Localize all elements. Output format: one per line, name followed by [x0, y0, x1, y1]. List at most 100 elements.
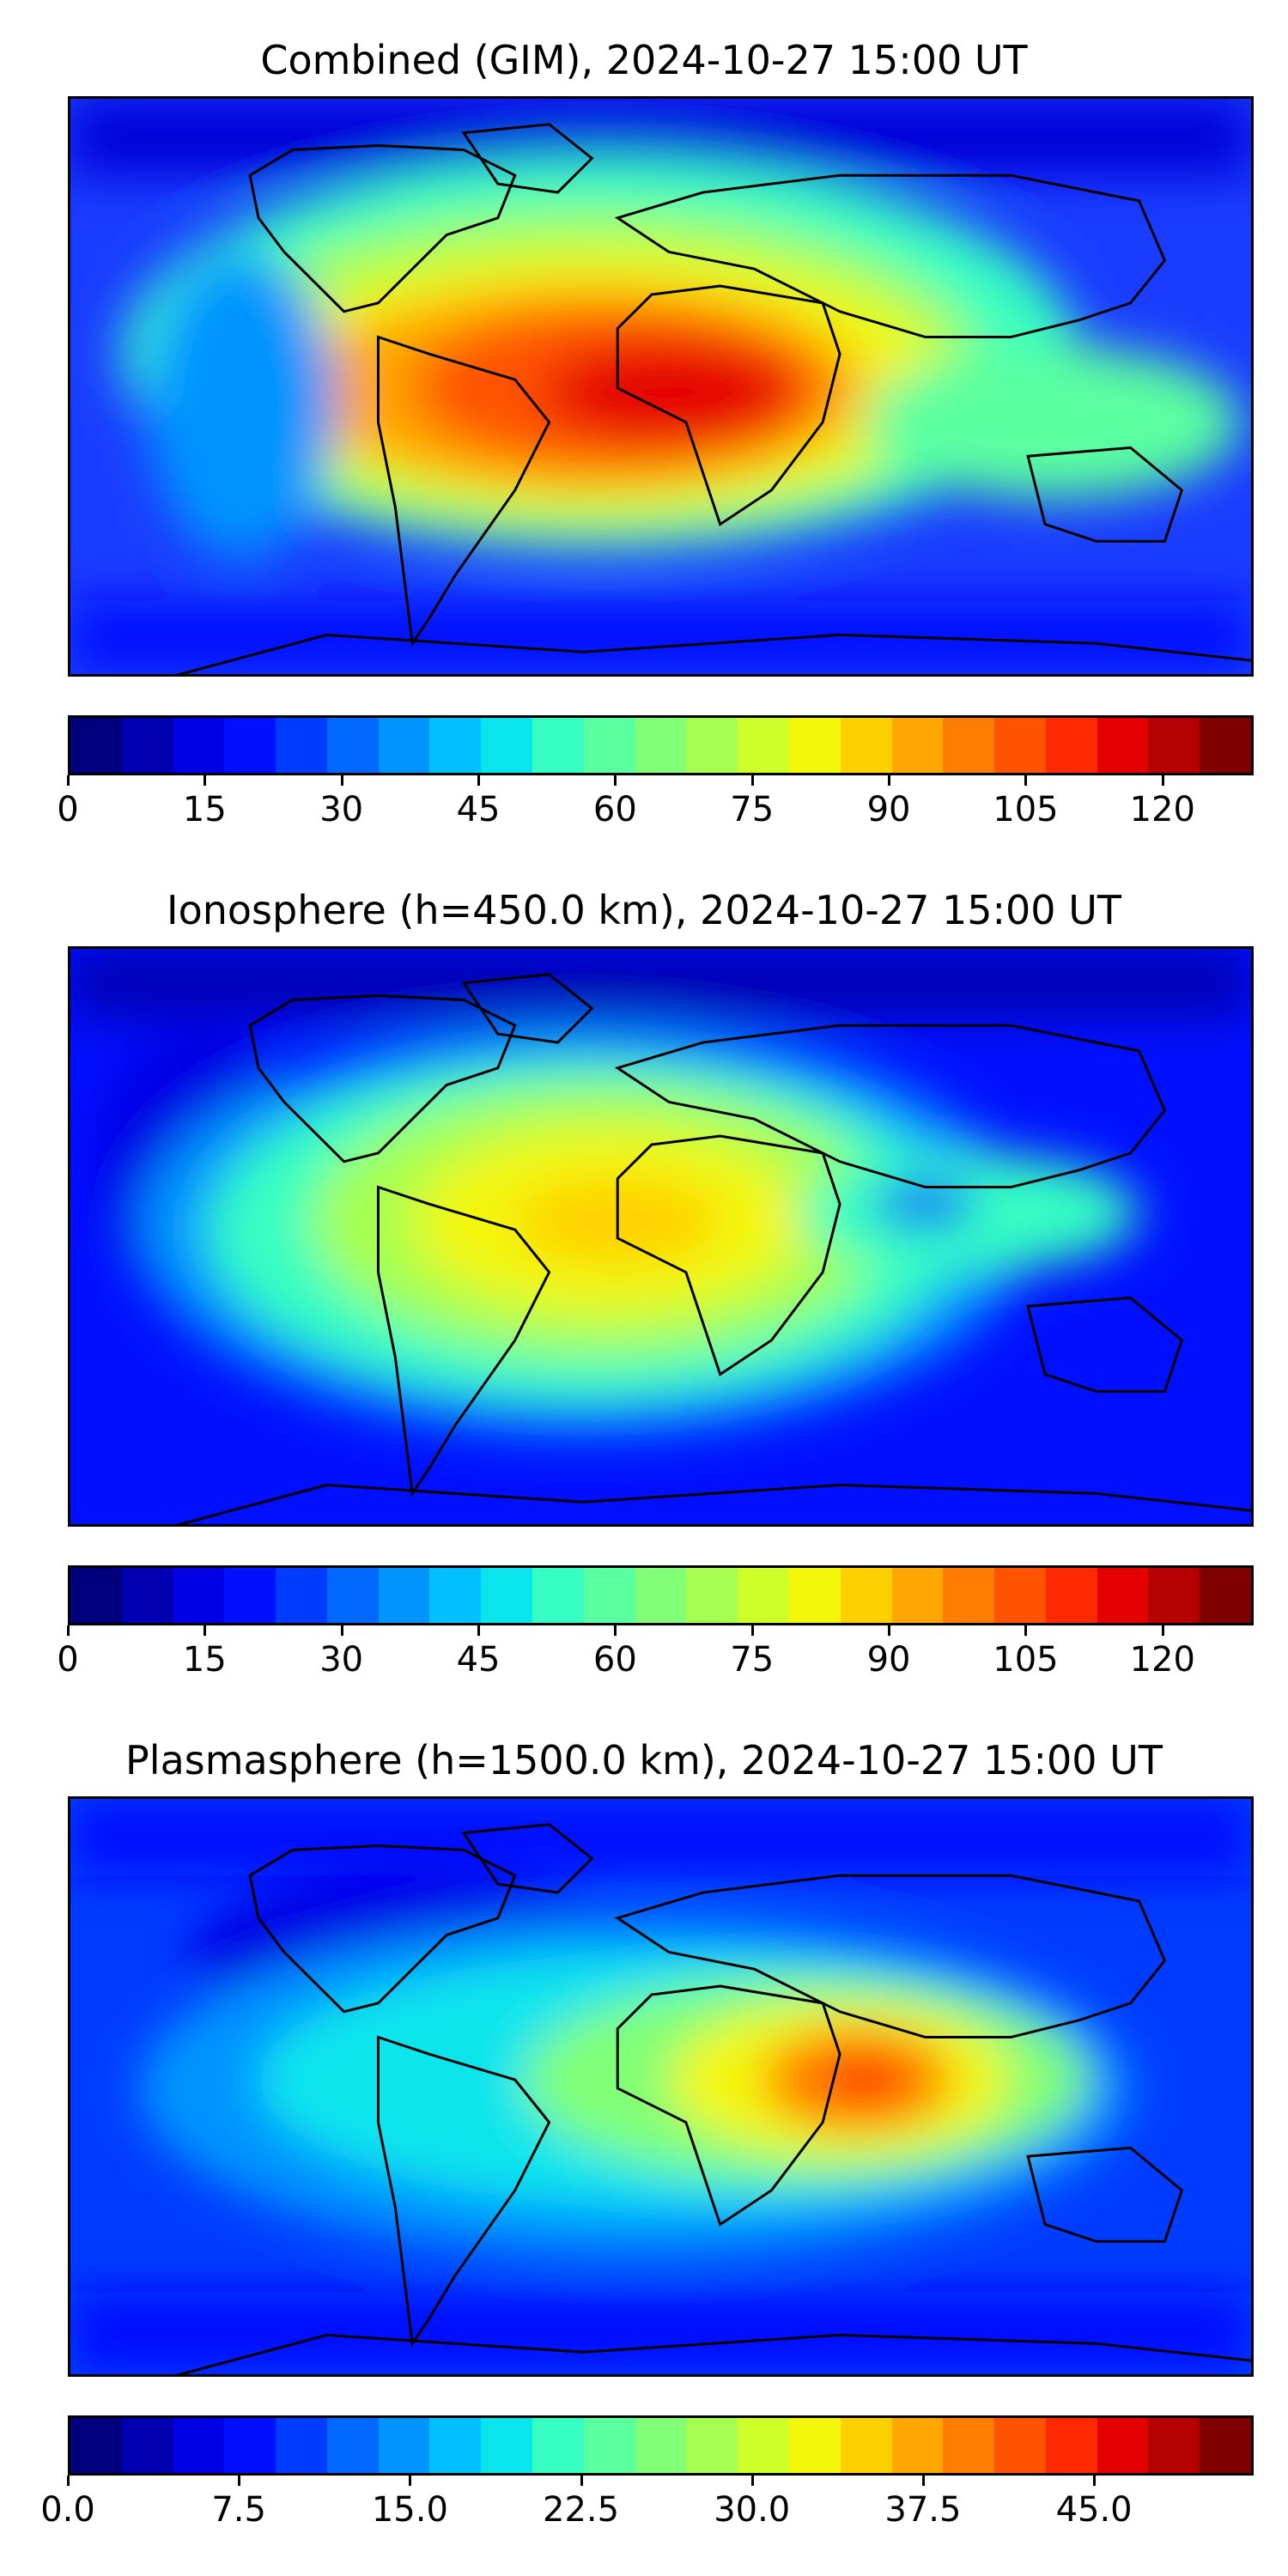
colorbar-segment — [121, 2418, 173, 2473]
colorbar-tick-label: 15 — [182, 1640, 227, 1680]
colorbar-tick-label: 0 — [57, 790, 79, 829]
colorbar-tick-mark — [204, 1625, 207, 1636]
colorbar-segment — [532, 1568, 584, 1623]
colorbar-tick-label: 60 — [592, 1640, 637, 1680]
panel-2-colorbar-ticks: 0 15 30 45 60 75 90 105 120 — [57, 1625, 1254, 1680]
colorbar-tick-label: 0 — [57, 1640, 79, 1680]
colorbar-segment — [788, 2418, 841, 2473]
colorbar-tick-mark — [340, 775, 343, 786]
panel-2-map-svg — [70, 949, 1251, 1524]
colorbar-segment — [276, 718, 327, 773]
colorbar-tick-mark — [1024, 1625, 1028, 1636]
colorbar-segment — [635, 2418, 687, 2473]
colorbar-segment — [1097, 2418, 1149, 2473]
colorbar-segment — [378, 2418, 430, 2473]
colorbar-segment — [994, 718, 1046, 773]
colorbar-tick-mark — [238, 2476, 241, 2486]
colorbar-segment — [943, 1568, 995, 1623]
colorbar-tick-label: 15 — [182, 790, 227, 829]
panel-3-colorbar — [68, 2415, 1254, 2476]
colorbar-segment — [1045, 718, 1097, 773]
colorbar-segment — [429, 718, 482, 773]
colorbar-segment — [788, 1568, 841, 1623]
colorbar-segment — [326, 2418, 379, 2473]
colorbar-tick-mark — [888, 1625, 891, 1636]
colorbar-segment — [326, 718, 379, 773]
colorbar-tick-mark — [614, 1625, 617, 1636]
colorbar-tick-label: 90 — [866, 1640, 911, 1680]
colorbar-tick-label: 120 — [1129, 1640, 1195, 1680]
colorbar-tick-mark — [477, 1625, 481, 1636]
colorbar-tick-label: 15.0 — [371, 2490, 448, 2530]
colorbar-tick-mark — [409, 2476, 412, 2486]
colorbar-segment — [788, 718, 841, 773]
colorbar-segment — [1148, 1568, 1200, 1623]
colorbar-segment — [173, 2418, 225, 2473]
colorbar-segment — [840, 718, 892, 773]
colorbar-segment — [276, 1568, 327, 1623]
colorbar-segment — [738, 2418, 789, 2473]
colorbar-tick-mark — [1024, 775, 1028, 786]
colorbar-segment — [173, 718, 225, 773]
panel-3-map-svg — [70, 1799, 1251, 2374]
colorbar-tick-mark — [580, 2476, 583, 2486]
colorbar-segment — [378, 718, 430, 773]
colorbar-tick-mark — [614, 775, 617, 786]
colorbar-tick-label: 75 — [730, 790, 775, 829]
colorbar-segment — [1200, 1568, 1251, 1623]
colorbar-segment — [1097, 718, 1149, 773]
colorbar-segment — [1045, 1568, 1097, 1623]
panel-1-colorbar — [68, 715, 1254, 775]
colorbar-segment — [635, 718, 687, 773]
colorbar-segment — [429, 1568, 482, 1623]
colorbar-segment — [1148, 718, 1200, 773]
colorbar-tick-mark — [750, 2476, 754, 2486]
colorbar-tick-mark — [888, 775, 891, 786]
colorbar-tick-label: 60 — [592, 790, 637, 829]
colorbar-tick-mark — [750, 775, 754, 786]
colorbar-tick-mark — [750, 1625, 754, 1636]
colorbar-segment — [378, 1568, 430, 1623]
panel-1-title: Combined (GIM), 2024-10-27 15:00 UT — [260, 37, 1028, 83]
colorbar-segment — [481, 1568, 533, 1623]
panel-2-map — [68, 946, 1254, 1527]
colorbar-segment — [1045, 2418, 1097, 2473]
colorbar-tick-label: 105 — [993, 1640, 1059, 1680]
colorbar-segment — [738, 718, 789, 773]
colorbar-tick-label: 30 — [319, 790, 364, 829]
panel-2-title: Ionosphere (h=450.0 km), 2024-10-27 15:0… — [167, 887, 1121, 933]
colorbar-segment — [1200, 718, 1251, 773]
colorbar-tick-label: 0.0 — [40, 2490, 95, 2530]
colorbar-segment — [583, 718, 635, 773]
colorbar-segment — [532, 2418, 584, 2473]
colorbar-tick-label: 90 — [866, 790, 911, 829]
colorbar-segment — [840, 2418, 892, 2473]
colorbar-tick-label: 37.5 — [884, 2490, 962, 2530]
colorbar-segment — [224, 1568, 276, 1623]
colorbar-tick-mark — [921, 2476, 925, 2486]
colorbar-tick-mark — [67, 1625, 70, 1636]
colorbar-tick-label: 22.5 — [543, 2490, 620, 2530]
colorbar-segment — [943, 2418, 995, 2473]
colorbar-tick-label: 7.5 — [211, 2490, 266, 2530]
colorbar-tick-mark — [1093, 2476, 1097, 2486]
colorbar-segment — [481, 718, 533, 773]
colorbar-segment — [583, 1568, 635, 1623]
panel-1-map-svg — [70, 99, 1251, 674]
colorbar-segment — [943, 718, 995, 773]
colorbar-segment — [429, 2418, 482, 2473]
panel-1-map — [68, 96, 1254, 677]
colorbar-segment — [686, 1568, 738, 1623]
colorbar-tick-mark — [204, 775, 207, 786]
colorbar-segment — [70, 718, 122, 773]
colorbar-segment — [1097, 1568, 1149, 1623]
colorbar-segment — [686, 718, 738, 773]
colorbar-segment — [276, 2418, 327, 2473]
colorbar-tick-mark — [477, 775, 481, 786]
colorbar-segment — [840, 1568, 892, 1623]
colorbar-segment — [891, 718, 944, 773]
colorbar-segment — [70, 2418, 122, 2473]
colorbar-tick-label: 120 — [1129, 790, 1195, 829]
colorbar-tick-label: 30 — [319, 1640, 364, 1680]
colorbar-tick-mark — [1161, 1625, 1164, 1636]
